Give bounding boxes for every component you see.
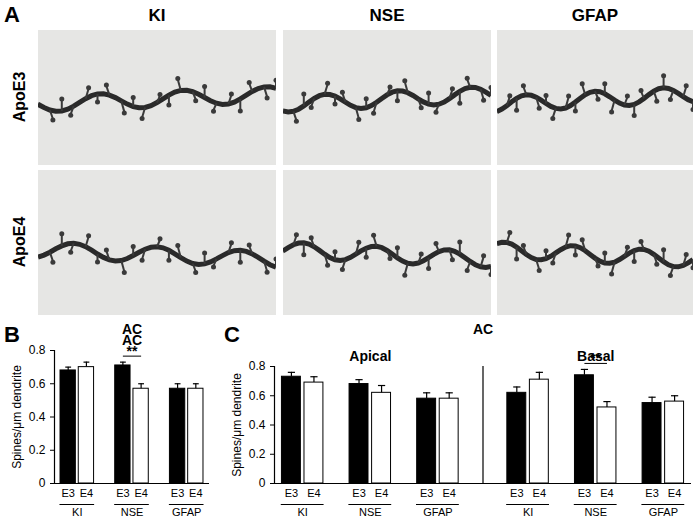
- svg-text:GFAP: GFAP: [172, 506, 201, 518]
- svg-text:E3: E3: [645, 487, 658, 499]
- svg-text:E4: E4: [442, 487, 455, 499]
- svg-text:E3: E3: [171, 487, 184, 499]
- html-text:ApoE4: ApoE4: [11, 216, 28, 267]
- svg-text:0.6: 0.6: [249, 389, 266, 403]
- html-text:NSE: NSE: [369, 6, 405, 25]
- svg-text:E3: E3: [116, 487, 129, 499]
- svg-text:E4: E4: [189, 487, 202, 499]
- html-text:C: C: [224, 322, 240, 347]
- svg-text:0: 0: [39, 476, 46, 490]
- svg-text:0.2: 0.2: [249, 447, 266, 461]
- svg-text:NSE: NSE: [121, 506, 144, 518]
- svg-text:0.8: 0.8: [29, 343, 46, 357]
- svg-text:E3: E3: [352, 487, 365, 499]
- svg-text:E3: E3: [420, 487, 433, 499]
- svg-text:AC: AC: [122, 321, 142, 337]
- svg-text:Spines/μm dendrite: Spines/μm dendrite: [230, 373, 244, 477]
- svg-text:0.2: 0.2: [29, 443, 46, 457]
- html-text:A: A: [4, 2, 20, 27]
- svg-text:0.4: 0.4: [249, 418, 266, 432]
- svg-text:Apical: Apical: [349, 348, 391, 364]
- svg-text:AC: AC: [473, 321, 493, 337]
- svg-text:Spines/μm dendrite: Spines/μm dendrite: [10, 365, 24, 469]
- svg-text:AC: AC: [121, 331, 143, 348]
- svg-text:0.8: 0.8: [249, 359, 266, 373]
- svg-text:GFAP: GFAP: [649, 506, 678, 518]
- svg-text:0.4: 0.4: [29, 410, 46, 424]
- svg-text:E3: E3: [61, 487, 74, 499]
- svg-text:E4: E4: [600, 487, 613, 499]
- svg-text:KI: KI: [523, 506, 533, 518]
- svg-text:E4: E4: [533, 487, 546, 499]
- svg-text:E4: E4: [668, 487, 681, 499]
- svg-text:GFAP: GFAP: [423, 506, 452, 518]
- svg-text:Basal: Basal: [577, 348, 614, 364]
- svg-text:E3: E3: [578, 487, 591, 499]
- svg-text:E3: E3: [510, 487, 523, 499]
- svg-text:E3: E3: [285, 487, 298, 499]
- svg-text:E4: E4: [375, 487, 388, 499]
- svg-text:E4: E4: [134, 487, 147, 499]
- svg-text:E4: E4: [307, 487, 320, 499]
- svg-text:KI: KI: [72, 506, 82, 518]
- svg-text:0.6: 0.6: [29, 377, 46, 391]
- html-text:B: B: [4, 322, 20, 347]
- svg-text:NSE: NSE: [359, 506, 382, 518]
- svg-text:0: 0: [259, 476, 266, 490]
- svg-text:KI: KI: [297, 506, 307, 518]
- html-text:GFAP: GFAP: [571, 6, 619, 25]
- svg-text:E4: E4: [80, 487, 93, 499]
- html-text:KI: KI: [148, 6, 166, 25]
- svg-text:NSE: NSE: [584, 506, 607, 518]
- html-text:ApoE3: ApoE3: [11, 71, 28, 122]
